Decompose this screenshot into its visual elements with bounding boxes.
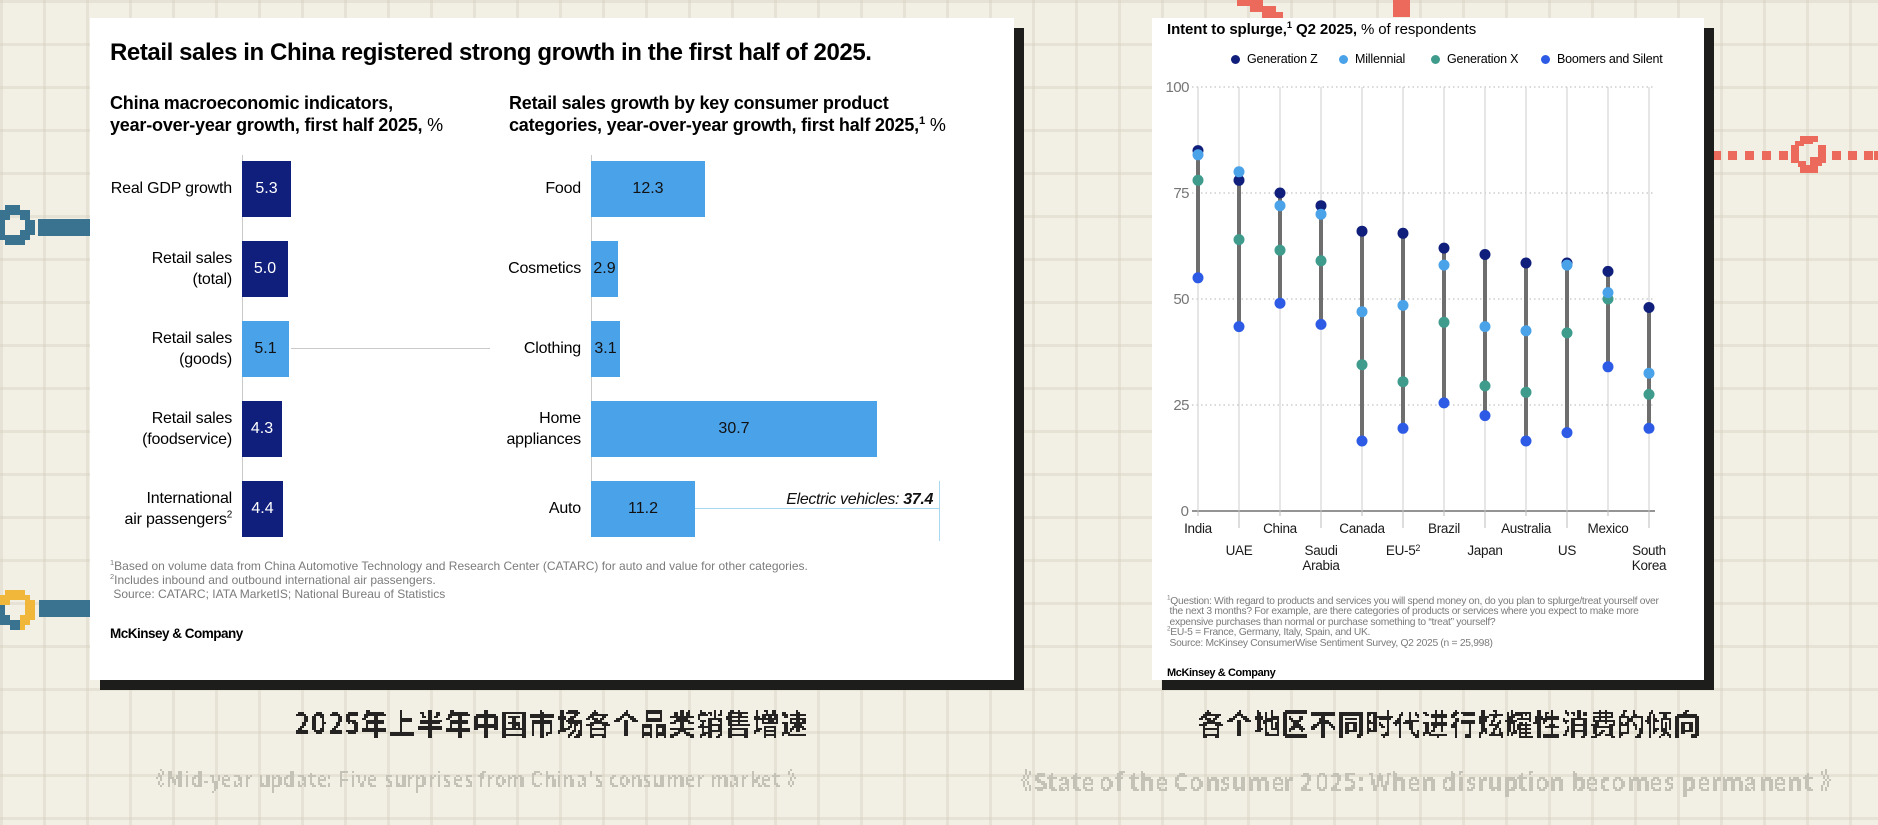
svg-text:US: US — [1558, 543, 1576, 558]
svg-text:Arabia: Arabia — [1302, 558, 1340, 573]
svg-text:Australia: Australia — [1501, 521, 1552, 536]
svg-text:Brazil: Brazil — [1428, 521, 1460, 536]
svg-text:Japan: Japan — [1467, 543, 1502, 558]
svg-text:Korea: Korea — [1632, 558, 1667, 573]
svg-text:Mexico: Mexico — [1588, 521, 1629, 536]
svg-text:South: South — [1632, 543, 1666, 558]
svg-text:Canada: Canada — [1339, 521, 1385, 536]
svg-text:EU-52: EU-52 — [1386, 543, 1421, 558]
svg-text:India: India — [1184, 521, 1213, 536]
svg-text:UAE: UAE — [1226, 543, 1253, 558]
svg-text:China: China — [1263, 521, 1298, 536]
svg-text:75: 75 — [1173, 185, 1189, 202]
svg-text:0: 0 — [1181, 503, 1189, 520]
svg-text:100: 100 — [1165, 79, 1189, 96]
svg-text:50: 50 — [1173, 291, 1189, 308]
svg-text:Saudi: Saudi — [1304, 543, 1337, 558]
svg-text:25: 25 — [1173, 397, 1189, 414]
